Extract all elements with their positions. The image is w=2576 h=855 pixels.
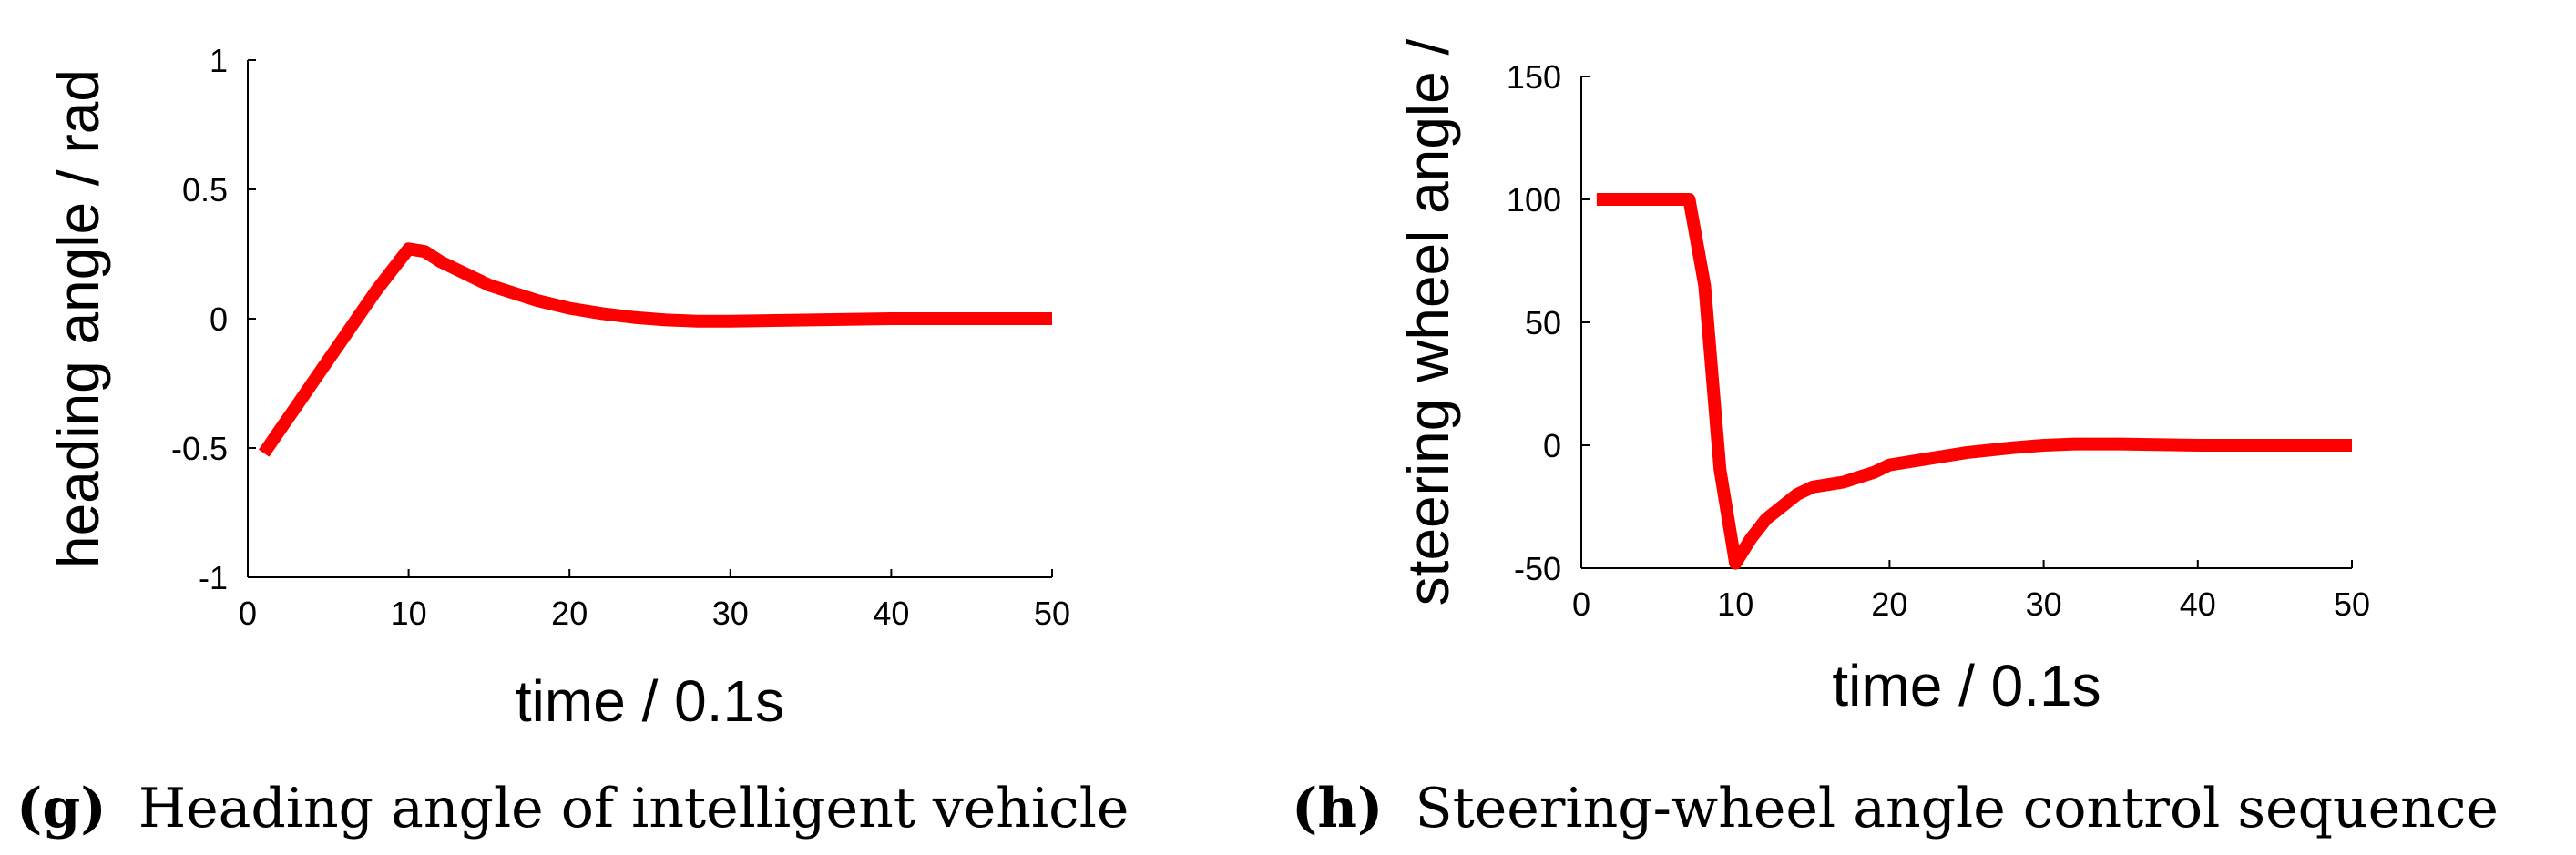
y-axis-label: steering wheel angle / bbox=[1395, 38, 1461, 606]
y-tick-label: 1 bbox=[210, 42, 228, 79]
y-tick-label: -1 bbox=[199, 559, 228, 596]
caption-letter: (g) bbox=[16, 777, 107, 840]
y-tick-label: 50 bbox=[1525, 304, 1561, 341]
x-tick-label: 10 bbox=[391, 595, 427, 632]
y-tick-label: -50 bbox=[1514, 550, 1561, 587]
y-tick-label: 100 bbox=[1507, 181, 1561, 219]
series-layer bbox=[1596, 193, 2352, 570]
y-axis: -1 -0.5 0 0.5 1 bbox=[171, 42, 256, 596]
x-tick-label: 50 bbox=[1034, 595, 1070, 632]
y-tick-label: -0.5 bbox=[171, 430, 228, 467]
x-axis: 0 10 20 30 40 50 bbox=[1572, 560, 2370, 623]
figure-caption-h: (h) Steering-wheel angle control sequenc… bbox=[1292, 777, 2499, 840]
series-line bbox=[1596, 193, 2352, 570]
figure-caption-g: (g) Heading angle of intelligent vehicle bbox=[16, 777, 1129, 840]
x-tick-label: 10 bbox=[1717, 585, 1753, 623]
x-axis: 0 10 20 30 40 50 bbox=[239, 569, 1070, 632]
caption-letter: (h) bbox=[1292, 777, 1383, 840]
x-axis-label: time / 0.1s bbox=[1832, 653, 2101, 718]
x-tick-label: 0 bbox=[239, 595, 257, 632]
y-tick-label: 0.5 bbox=[182, 171, 228, 209]
caption-text: Steering-wheel angle control sequence bbox=[1415, 777, 2498, 840]
x-tick-label: 20 bbox=[1871, 585, 1907, 623]
y-tick-label: 150 bbox=[1507, 58, 1561, 96]
x-tick-label: 20 bbox=[551, 595, 588, 632]
y-tick-label: 0 bbox=[1543, 427, 1561, 464]
x-tick-label: 40 bbox=[873, 595, 909, 632]
y-tick-label: 0 bbox=[210, 300, 228, 338]
caption-text: Heading angle of intelligent vehicle bbox=[138, 777, 1130, 840]
chart-heading-angle: -1 -0.5 0 0.5 1 0 10 20 30 40 50 heading angle / … bbox=[16, 42, 1129, 840]
chart-steering-wheel-angle: -50 0 50 100 150 0 10 20 30 40 50 steering wheel … bbox=[1292, 38, 2499, 840]
x-axis-label: time / 0.1s bbox=[516, 668, 784, 734]
x-tick-label: 30 bbox=[712, 595, 749, 632]
x-tick-label: 30 bbox=[2026, 585, 2062, 623]
x-tick-label: 0 bbox=[1572, 585, 1590, 623]
x-tick-label: 40 bbox=[2180, 585, 2216, 623]
x-tick-label: 50 bbox=[2334, 585, 2370, 623]
y-axis: -50 0 50 100 150 bbox=[1507, 58, 1590, 587]
y-axis-label: heading angle / rad bbox=[46, 69, 111, 568]
series-layer bbox=[258, 242, 1052, 457]
series-line bbox=[258, 242, 1052, 457]
